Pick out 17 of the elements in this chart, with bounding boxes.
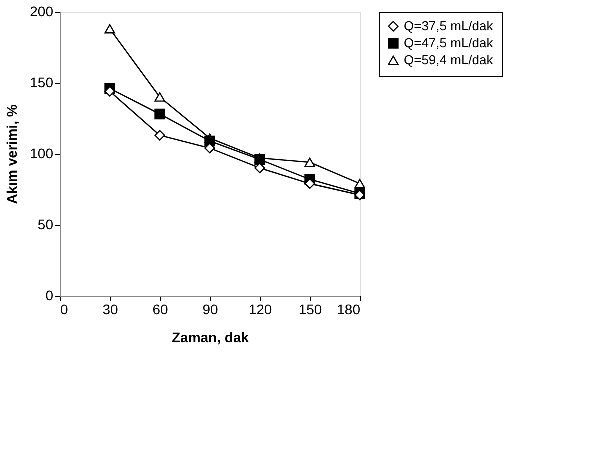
y-tick-label: 100 — [30, 146, 54, 162]
legend-label: Q=37,5 mL/dak — [404, 18, 494, 34]
x-tick-label: 30 — [102, 302, 118, 318]
x-tick-label: 120 — [248, 302, 272, 318]
legend-label: Q=59,4 mL/dak — [404, 52, 494, 68]
x-tick-label: 150 — [298, 302, 322, 318]
y-axis-title: Akım verimi, % — [4, 104, 20, 204]
x-axis-title: Zaman, dak — [172, 330, 250, 346]
x-tick-label: 60 — [152, 302, 168, 318]
x-tick-label: 90 — [202, 302, 218, 318]
y-tick-label: 150 — [30, 74, 54, 90]
y-tick-label: 0 — [46, 288, 54, 304]
y-tick-label: 50 — [38, 216, 54, 232]
y-tick-label: 200 — [30, 4, 54, 20]
x-tick-label: 0 — [60, 302, 68, 318]
x-tick-label: 180 — [337, 302, 361, 318]
legend-label: Q=47,5 mL/dak — [404, 36, 494, 50]
